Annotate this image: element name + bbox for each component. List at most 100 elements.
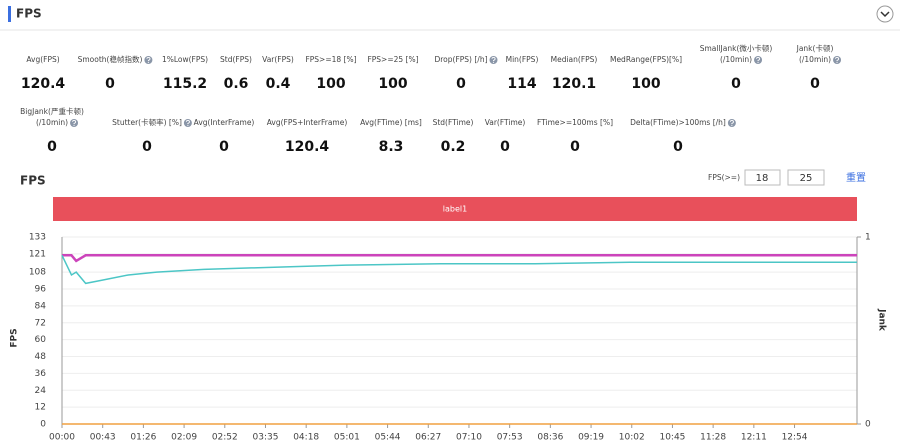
x-tick-label: 03:35: [253, 433, 279, 443]
stat-label: SmallJank(微小卡顿): [700, 43, 773, 53]
stat-value: 0: [810, 76, 820, 92]
stat-value: 0: [673, 139, 683, 155]
x-tick-label: 00:43: [90, 433, 116, 443]
x-tick-label: 08:36: [537, 433, 563, 443]
stat-label: MedRange(FPS)[%]: [610, 55, 682, 64]
x-tick-label: 11:28: [700, 433, 726, 443]
help-dot: [731, 124, 733, 126]
stat-label: Avg(FPS): [26, 55, 59, 64]
y-tick-label: 12: [35, 403, 46, 413]
y-tick-label: 60: [35, 335, 47, 345]
help-glyph: [491, 56, 496, 61]
stat-value: 0: [500, 139, 510, 155]
stat-value: 120.4: [21, 76, 66, 92]
stat-label: FPS>=18 [%]: [305, 55, 356, 64]
stat-label: FPS>=25 [%]: [367, 55, 418, 64]
y2-tick-label: 1: [865, 233, 871, 243]
stat-value: 0.2: [441, 139, 466, 155]
x-tick-label: 09:19: [578, 433, 604, 443]
y-tick-label: 121: [29, 249, 46, 259]
y2-axis-label: Jank: [877, 308, 887, 332]
series-line: [61, 254, 857, 285]
y-tick-label: 133: [29, 233, 46, 243]
help-icon: [144, 56, 153, 64]
reset-link[interactable]: 重置: [846, 171, 866, 184]
stat-value: 0: [219, 139, 229, 155]
stat-value: 100: [378, 76, 407, 92]
threshold-input[interactable]: [744, 169, 781, 186]
stat-value: 0: [142, 139, 152, 155]
stat-label: Var(FTime): [485, 118, 526, 127]
stat-value: 100: [631, 76, 660, 92]
help-icon: [727, 119, 736, 127]
help-dot: [492, 61, 495, 63]
collapse-button[interactable]: [876, 5, 894, 23]
y-tick-label: 0: [40, 420, 46, 430]
y-tick-label: 48: [35, 352, 47, 362]
help-glyph: [835, 56, 840, 61]
y-tick-label: 84: [35, 301, 47, 311]
threshold-value[interactable]: 18: [756, 173, 769, 184]
help-glyph: [729, 119, 734, 124]
y-tick-label: 24: [35, 386, 47, 396]
y-tick-label: 36: [35, 369, 47, 379]
stat-label: (/10min): [720, 55, 752, 64]
x-tick-label: 12:11: [741, 433, 767, 443]
stat-label: Std(FPS): [220, 55, 252, 64]
stat-label: Avg(InterFrame): [194, 118, 255, 127]
chart-title: FPS: [20, 174, 46, 188]
x-tick-label: 02:09: [171, 433, 197, 443]
stat-value: 0.4: [266, 76, 291, 92]
stat-value: 0: [47, 139, 57, 155]
help-dot: [836, 61, 838, 63]
stat-value: 115.2: [163, 76, 207, 92]
stat-label: Avg(FPS+InterFrame): [267, 118, 348, 127]
help-dot: [73, 124, 75, 126]
x-tick-label: 04:18: [293, 433, 319, 443]
stat-value: 100: [316, 76, 345, 92]
stat-label: Avg(FTime) [ms]: [360, 118, 422, 127]
help-glyph: [72, 119, 77, 124]
x-tick-label: 00:00: [49, 433, 75, 443]
stat-label: Drop(FPS) [/h]: [434, 55, 487, 64]
stat-value: 120.4: [285, 139, 330, 155]
x-tick-label: 06:27: [415, 433, 441, 443]
stat-value: 114: [507, 76, 536, 92]
y-tick-label: 72: [35, 318, 46, 328]
stat-value: 0: [105, 76, 115, 92]
x-tick-label: 02:52: [212, 433, 238, 443]
stat-value: 120.1: [552, 76, 596, 92]
x-tick-label: 05:44: [375, 433, 401, 443]
x-tick-label: 07:53: [497, 433, 523, 443]
help-glyph: [185, 119, 190, 124]
section-title: FPS: [16, 7, 42, 21]
help-icon: [833, 56, 842, 64]
x-tick-label: 01:26: [130, 433, 156, 443]
help-dot: [757, 61, 759, 63]
x-tick-label: 12:54: [782, 433, 808, 443]
help-glyph: [756, 56, 761, 61]
stat-label: Std(FTime): [433, 118, 474, 127]
x-tick-label: 05:01: [334, 433, 360, 443]
help-dot: [187, 124, 189, 126]
threshold-label: FPS(>=): [708, 173, 740, 182]
stat-label: Jank(卡顿): [796, 43, 834, 53]
threshold-value[interactable]: 25: [800, 173, 813, 184]
threshold-input[interactable]: [787, 169, 825, 186]
stat-label: Var(FPS): [262, 55, 294, 64]
label-band: [53, 197, 857, 221]
stat-label: 1%Low(FPS): [162, 55, 208, 64]
x-tick-label: 10:45: [659, 433, 685, 443]
stat-label: Stutter(卡顿率) [%]: [112, 117, 182, 127]
help-dot: [147, 61, 149, 63]
stat-label: Delta(FTime)>100ms [/h]: [630, 118, 726, 127]
band-label: label1: [443, 205, 467, 214]
y-axis-label: FPS: [10, 328, 20, 347]
stat-label: Smooth(稳帧指数): [78, 54, 143, 64]
stat-label: (/10min): [36, 118, 68, 127]
stat-value: 0: [731, 76, 741, 92]
stat-label: FTime>=100ms [%]: [537, 118, 613, 127]
y-tick-label: 96: [35, 285, 47, 295]
help-icon: [70, 119, 79, 127]
